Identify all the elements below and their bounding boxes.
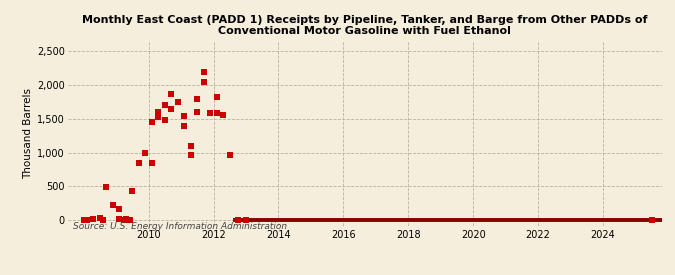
- Point: [166, 106, 177, 111]
- Point: [179, 114, 190, 118]
- Point: [146, 161, 157, 165]
- Point: [186, 153, 196, 158]
- Text: Source: U.S. Energy Information Administration: Source: U.S. Energy Information Administ…: [74, 222, 288, 231]
- Point: [159, 118, 170, 122]
- Point: [88, 217, 99, 222]
- Point: [647, 218, 657, 222]
- Point: [186, 144, 196, 148]
- Point: [114, 207, 125, 211]
- Point: [198, 69, 209, 74]
- Point: [166, 92, 177, 96]
- Point: [97, 218, 108, 222]
- Point: [211, 111, 222, 116]
- Point: [146, 120, 157, 125]
- Point: [192, 110, 202, 114]
- Point: [198, 79, 209, 84]
- Point: [172, 100, 183, 104]
- Point: [192, 97, 202, 101]
- Point: [153, 115, 164, 119]
- Point: [153, 110, 164, 114]
- Point: [127, 189, 138, 193]
- Point: [211, 94, 222, 99]
- Point: [124, 218, 135, 222]
- Point: [240, 218, 251, 222]
- Point: [232, 218, 243, 222]
- Point: [78, 218, 89, 222]
- Point: [224, 153, 235, 158]
- Point: [121, 217, 132, 222]
- Y-axis label: Thousand Barrels: Thousand Barrels: [23, 88, 32, 179]
- Title: Monthly East Coast (PADD 1) Receipts by Pipeline, Tanker, and Barge from Other P: Monthly East Coast (PADD 1) Receipts by …: [82, 15, 647, 36]
- Point: [114, 217, 125, 222]
- Point: [95, 216, 105, 221]
- Point: [119, 218, 130, 222]
- Point: [134, 161, 144, 166]
- Point: [179, 123, 190, 128]
- Point: [159, 103, 170, 108]
- Point: [218, 113, 229, 117]
- Point: [101, 185, 112, 189]
- Point: [82, 218, 92, 222]
- Point: [107, 202, 118, 207]
- Point: [140, 150, 151, 155]
- Point: [80, 218, 90, 222]
- Point: [205, 111, 216, 116]
